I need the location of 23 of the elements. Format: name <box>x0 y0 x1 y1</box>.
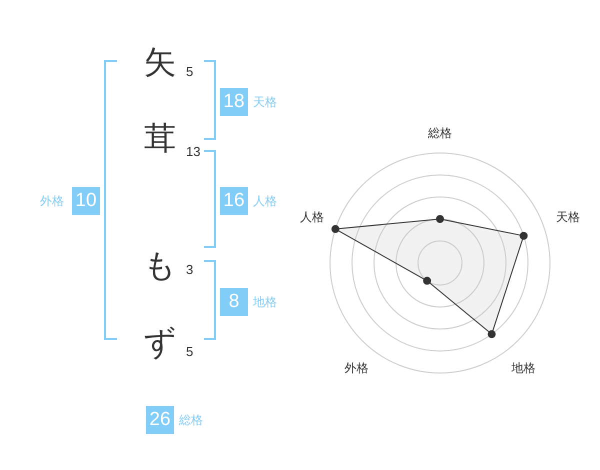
spoke-label: 総格 <box>427 126 452 140</box>
spoke-label: 地格 <box>510 361 536 375</box>
spoke-label: 天格 <box>556 210 580 224</box>
category-label: 総格 <box>179 412 203 429</box>
data-label: 3 <box>186 262 194 277</box>
data-label: 5 <box>186 64 194 79</box>
data-label: 26 <box>146 406 174 434</box>
spoke-label: 人格 <box>300 210 324 224</box>
data-label: 10 <box>72 187 100 215</box>
category-label: ず <box>142 322 178 362</box>
category-label: 天格 <box>253 94 277 111</box>
category-label: 地格 <box>253 294 277 311</box>
data-label: 13 <box>186 144 200 159</box>
category-label: 茸 <box>143 118 177 158</box>
data-label: 16 <box>220 187 248 215</box>
spoke-label: 外格 <box>344 361 368 375</box>
data-label: 5 <box>186 344 194 359</box>
category-label: 外格 <box>40 193 64 210</box>
category-label: 人格 <box>253 193 277 210</box>
category-label: 矢 <box>143 42 177 82</box>
category-label: も <box>142 245 178 285</box>
data-label: 8 <box>220 288 248 316</box>
data-label: 18 <box>220 88 248 116</box>
